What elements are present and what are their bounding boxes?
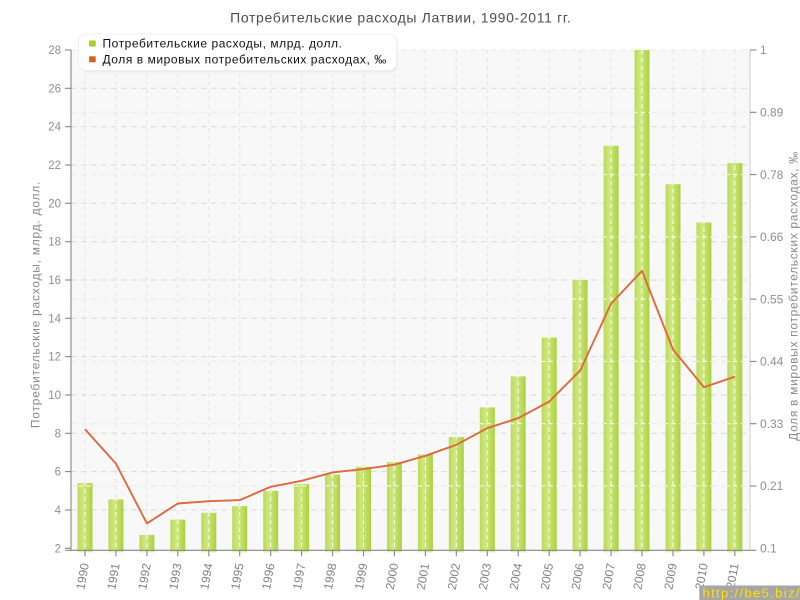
svg-text:2009: 2009	[661, 562, 679, 591]
svg-text:Потребительские расходы, млрд.: Потребительские расходы, млрд. долл.	[29, 181, 43, 428]
svg-text:2008: 2008	[630, 562, 648, 591]
svg-text:Потребительские расходы Латвии: Потребительские расходы Латвии, 1990-201…	[230, 10, 571, 26]
svg-text:1995: 1995	[228, 562, 246, 591]
svg-text:2001: 2001	[414, 562, 432, 591]
svg-text:2000: 2000	[383, 562, 401, 591]
svg-text:http://be5.biz/: http://be5.biz/	[703, 586, 800, 600]
svg-text:10: 10	[48, 390, 61, 402]
svg-text:2007: 2007	[600, 562, 618, 591]
svg-text:22: 22	[48, 160, 61, 172]
svg-text:2005: 2005	[538, 562, 556, 591]
svg-text:16: 16	[48, 275, 61, 287]
svg-text:28: 28	[48, 45, 61, 57]
svg-text:0.89: 0.89	[760, 106, 784, 120]
svg-text:26: 26	[48, 83, 61, 95]
svg-text:18: 18	[48, 237, 61, 249]
svg-text:2010: 2010	[692, 562, 710, 591]
svg-text:24: 24	[48, 122, 61, 134]
svg-text:4: 4	[55, 505, 62, 517]
svg-text:1999: 1999	[352, 562, 370, 591]
svg-text:0.21: 0.21	[760, 479, 784, 493]
svg-text:14: 14	[48, 313, 61, 325]
svg-text:1997: 1997	[290, 562, 308, 591]
svg-text:Доля в мировых потребительских: Доля в мировых потребительских расходах,…	[103, 53, 387, 67]
svg-text:1993: 1993	[166, 562, 184, 591]
svg-text:0.55: 0.55	[760, 292, 784, 306]
svg-text:1991: 1991	[104, 562, 122, 591]
svg-text:20: 20	[48, 198, 61, 210]
svg-text:1992: 1992	[135, 562, 153, 591]
svg-text:1990: 1990	[73, 562, 91, 591]
svg-text:1994: 1994	[197, 562, 215, 591]
svg-text:8: 8	[55, 428, 61, 440]
svg-text:6: 6	[55, 467, 61, 479]
svg-text:0.44: 0.44	[760, 355, 784, 369]
svg-text:1998: 1998	[321, 562, 339, 591]
svg-text:1: 1	[760, 43, 767, 57]
svg-text:0.66: 0.66	[760, 230, 784, 244]
svg-text:2002: 2002	[445, 562, 463, 591]
svg-text:2006: 2006	[569, 562, 587, 591]
svg-text:2011: 2011	[723, 562, 741, 590]
svg-text:Потребительские расходы, млрд.: Потребительские расходы, млрд. долл.	[103, 37, 343, 51]
svg-text:2: 2	[55, 543, 61, 555]
svg-text:Доля в мировых потребительских: Доля в мировых потребительских расходах,…	[786, 151, 800, 441]
svg-text:0.1: 0.1	[760, 542, 777, 556]
svg-text:2004: 2004	[507, 562, 525, 591]
svg-text:1996: 1996	[259, 562, 277, 591]
svg-text:12: 12	[48, 352, 61, 364]
svg-text:2003: 2003	[476, 562, 494, 591]
svg-text:0.33: 0.33	[760, 417, 784, 431]
svg-text:0.78: 0.78	[760, 168, 784, 182]
